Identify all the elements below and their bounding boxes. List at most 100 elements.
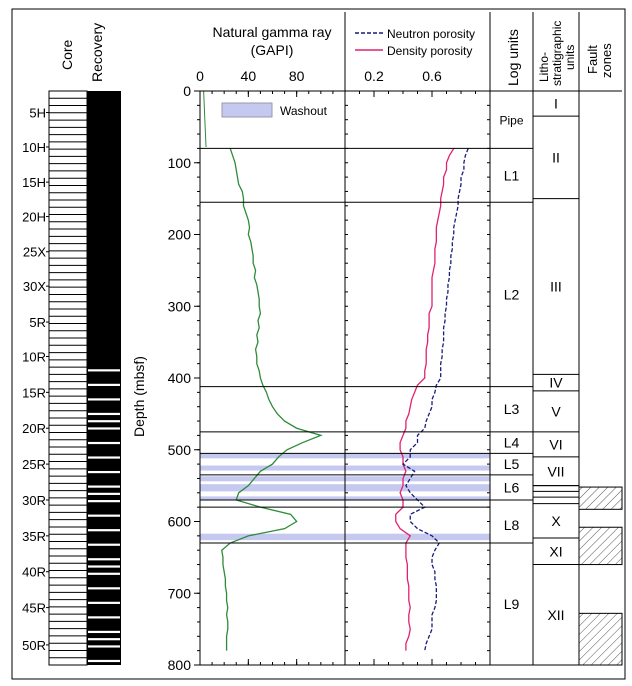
litho-header-3: units [563,45,577,70]
recovery-gap [88,529,120,532]
fault-header-2: zones [599,43,614,78]
recovery-header: Recovery [89,23,105,82]
litho-header-2: stratigraphic [550,21,564,86]
core-label: 25X [23,245,46,260]
depth-tick-label: 700 [168,585,192,601]
log-unit-label: L5 [504,456,520,472]
core-label: 20H [22,210,46,225]
fault-zone [578,486,623,510]
recovery-gap [88,492,120,495]
recovery-gap [88,500,120,503]
core-label: 5H [29,106,46,121]
litho-unit-label: X [551,513,561,529]
recovery-gap [88,616,120,619]
depth-tick-label: 800 [168,657,192,673]
recovery-gap [88,369,120,372]
neutron-porosity-curve [401,148,469,651]
log-unit-label: L9 [504,596,520,612]
log-unit-label: Pipe [499,114,523,128]
gamma-tick-label: 40 [241,68,257,84]
depth-axis-label: Depth (mbsf) [131,356,147,437]
recovery-gap [88,398,120,401]
core-column-frame [48,90,88,666]
litho-unit-label: IV [549,375,563,391]
recovery-column-fill [87,91,121,665]
porosity-tick-label: 0.6 [422,68,442,84]
neutron-legend-label: Neutron porosity [387,27,475,41]
core-header: Core [59,39,75,70]
depth-tick-label: 200 [168,227,192,243]
litho-unit-label: V [551,403,561,419]
litho-unit-label: VII [547,463,564,479]
porosity-track-frame [344,90,491,666]
gamma-pipe-curve [203,90,207,147]
recovery-gap [88,412,120,416]
recovery-gap [88,543,120,546]
density-legend-label: Density porosity [387,44,472,58]
core-label: 20R [22,421,46,436]
recovery-column [87,91,121,665]
recovery-gap [88,572,120,575]
core-label: 5R [29,315,46,330]
core-label: 35R [22,529,46,544]
core-label: 25R [22,457,46,472]
fault-zone [578,612,623,666]
recovery-gap [88,441,120,445]
log-unit-label: L2 [504,286,520,302]
outer-frame [11,8,626,680]
recovery-gap [88,630,120,634]
litho-unit-label: XII [547,607,564,623]
porosity-ticks: 0.2 0.6 [344,68,491,665]
fault-zone [578,526,623,566]
core-labels: 5H 10H 15H 20H 25X 30X 5R 10R 15R 20R 25R 30R 35R 40R… [22,106,49,653]
gamma-ticks: 0 40 80 [196,68,346,665]
recovery-gap [88,587,120,590]
log-unit-label: L3 [504,401,520,417]
litho-unit-label: I [554,96,558,112]
depth-tick-label: 600 [168,514,192,530]
core-label: 50R [22,638,46,653]
recovery-gap [88,427,120,430]
core-label: 40R [22,565,46,580]
porosity-track [200,90,491,666]
log-units-header: Log units [505,29,521,86]
recovery-gap [88,558,120,561]
log-unit-label: L4 [504,435,520,451]
core-label: 30X [23,279,46,294]
gamma-curve [221,148,323,651]
recovery-gap [88,420,120,423]
recovery-gap [88,659,120,663]
porosity-tick-label: 0.2 [364,68,384,84]
recovery-gap [88,565,120,568]
recovery-gap [88,485,120,488]
gamma-title: Natural gamma ray [212,24,331,40]
depth-tick-label: 300 [168,298,192,314]
core-label: 10H [22,140,46,155]
core-label: 15R [22,385,46,400]
core-label: 30R [22,493,46,508]
core-label: 45R [22,601,46,616]
porosity-legend: Neutron porosity Density porosity [355,27,475,58]
recovery-gap [88,601,120,604]
fault-zones-column [344,12,623,666]
recovery-gap [88,383,120,386]
litho-unit-label: II [552,149,560,165]
recovery-gap [88,470,120,474]
washout-legend-label: Washout [280,104,328,118]
litho-unit-label: XI [549,543,562,559]
depth-tick-label: 500 [168,442,192,458]
recovery-gap [88,456,120,459]
gamma-unit: (GAPI) [251,42,294,58]
litho-unit-label: VI [549,436,562,452]
fault-header-1: Fault [585,45,600,74]
depth-tick-label: 0 [183,83,191,99]
core-label: 15H [22,175,46,190]
washout-legend-swatch [221,102,273,118]
gamma-tick-label: 80 [289,68,305,84]
density-porosity-curve [395,148,455,651]
recovery-gap [88,638,120,641]
log-unit-label: L1 [504,167,520,183]
litho-unit-label: III [550,279,562,295]
